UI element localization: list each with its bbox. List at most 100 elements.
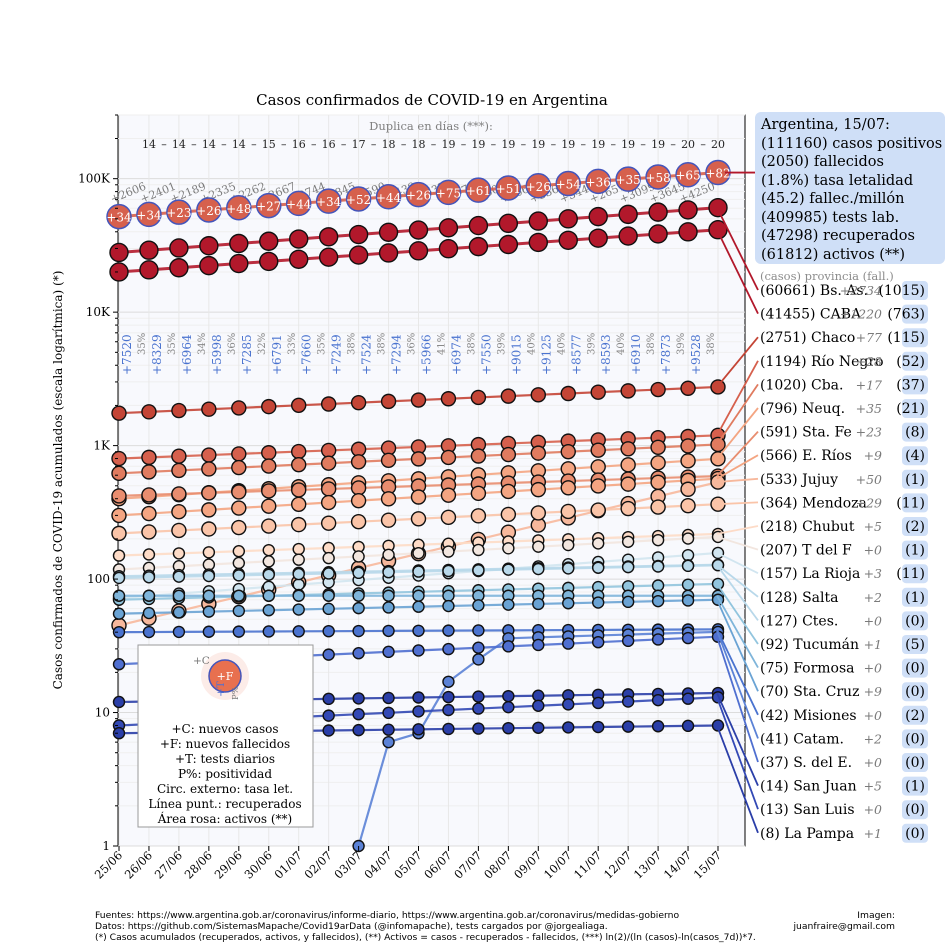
doubling-value: 18: [382, 138, 396, 151]
series-point: [320, 494, 337, 511]
series-point: [141, 449, 157, 466]
series-point: [171, 448, 187, 464]
series-point: [111, 488, 127, 504]
series-point: [440, 487, 457, 503]
province-delta: +0: [864, 661, 882, 676]
series-point: [169, 258, 189, 278]
y-axis: 1 10 100 1K 10K 100K: [78, 114, 118, 853]
series-point: [171, 486, 187, 502]
series-point: [380, 393, 397, 410]
province-delta: +35: [856, 401, 882, 416]
series-point: [681, 692, 695, 705]
series-point: [322, 709, 335, 722]
series-point: [675, 161, 701, 188]
province-label: (1194) Río Negro: [760, 354, 884, 370]
tests-label: +5998: [210, 334, 224, 375]
series-point: [232, 604, 246, 618]
deaths-delta-label: +35: [615, 173, 640, 187]
national-summary: Argentina, 15/07: (111160) casos positiv…: [755, 112, 945, 264]
province-delta: +0: [864, 708, 882, 723]
series-point: [472, 599, 485, 612]
series-point: [472, 653, 485, 666]
series-point: [202, 605, 216, 618]
deaths-delta-label: +44: [376, 191, 402, 205]
series-point: [442, 545, 455, 558]
deaths-badge: [902, 304, 928, 324]
series-point: [618, 226, 638, 246]
province-label: (128) Salta: [760, 590, 838, 606]
tests-label: +9125: [539, 334, 553, 375]
doubling-value: 14: [142, 138, 156, 151]
series-point: [442, 722, 455, 736]
series-point: [468, 236, 489, 257]
connector-line: [716, 599, 759, 692]
series-point: [141, 524, 157, 540]
series-point: [292, 589, 305, 602]
connector-line: [716, 229, 759, 314]
province-label: (60661) Bs. As.: [760, 283, 868, 299]
series-point: [442, 599, 455, 613]
doubling-value: 19: [531, 138, 545, 151]
series-point: [412, 723, 425, 736]
tests-label: +7660: [300, 334, 314, 375]
series-point: [231, 519, 247, 536]
series-point: [261, 483, 277, 499]
series-point: [620, 441, 636, 457]
series-point: [558, 209, 578, 229]
tests-label: +7524: [360, 334, 374, 375]
tests-label: +8593: [599, 334, 613, 375]
series-point: [681, 719, 695, 733]
series-point: [648, 224, 668, 244]
doubling-value: 19: [501, 138, 515, 151]
series-point: [651, 579, 665, 592]
series-point: [382, 601, 395, 614]
series-point: [201, 521, 217, 537]
series-point: [470, 448, 487, 464]
series-point: [112, 607, 126, 620]
series-point: [322, 692, 335, 706]
series-point: [350, 454, 367, 470]
positivity-label: 35%: [137, 333, 148, 355]
series-point: [112, 549, 126, 562]
series-point: [106, 203, 132, 230]
series-point: [352, 692, 365, 705]
deaths-badge: [902, 776, 928, 796]
series-point: [231, 446, 247, 462]
series-point: [408, 241, 429, 261]
deaths-badge: [902, 517, 928, 536]
series-point: [472, 543, 485, 557]
series-point: [681, 548, 695, 562]
legend-line-3: +T: tests diarios: [175, 752, 275, 766]
series-point: [322, 567, 335, 580]
series-point: [166, 199, 192, 225]
series-point: [588, 206, 608, 227]
series-point: [621, 560, 635, 574]
series-point: [291, 516, 307, 533]
series-point: [440, 391, 457, 407]
series-point: [232, 545, 246, 558]
series-point: [350, 480, 367, 496]
series-point: [651, 720, 665, 733]
series-point: [262, 555, 275, 568]
province-label: (41) Catam.: [760, 731, 844, 747]
footer-line-1: Fuentes: https://www.argentina.gob.ar/co…: [95, 910, 680, 921]
series-point: [261, 498, 277, 514]
series-point: [442, 642, 455, 656]
deaths-badge: [902, 658, 928, 678]
positivity-label: 39%: [586, 333, 597, 355]
series-point: [412, 565, 425, 578]
positivity-label: 36%: [227, 333, 238, 355]
connector-line: [716, 477, 759, 483]
series-point: [292, 567, 305, 581]
province-delta: +2: [864, 731, 882, 746]
province-label: (591) Sta. Fe: [760, 425, 852, 441]
series-point: [650, 499, 666, 515]
deaths-badge: [902, 351, 928, 371]
series-point: [382, 645, 395, 659]
tests-label: +9528: [689, 334, 703, 375]
series-point: [172, 589, 186, 602]
series-point: [172, 547, 186, 560]
series-point: [291, 496, 307, 513]
tests-label: +6791: [270, 334, 284, 375]
series-point: [585, 168, 611, 195]
